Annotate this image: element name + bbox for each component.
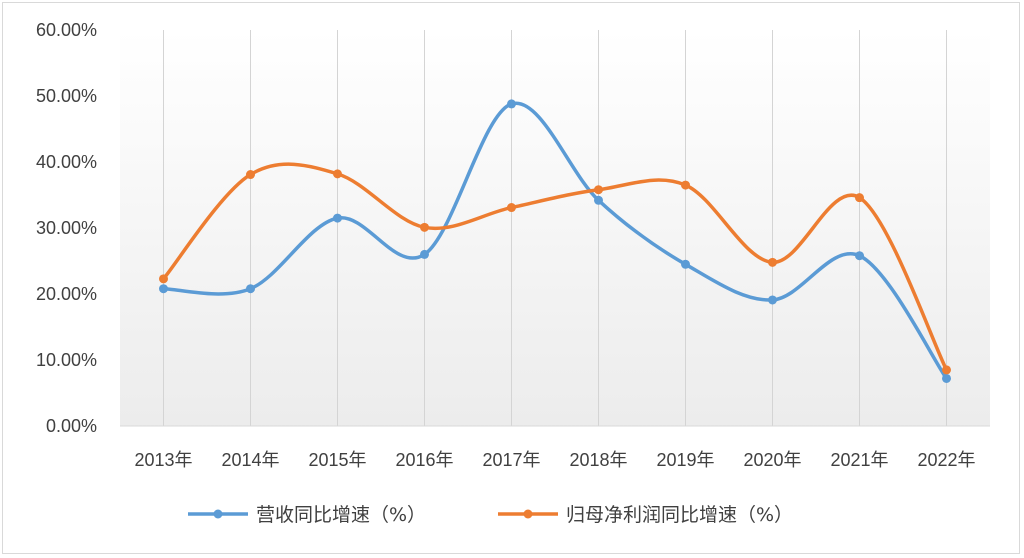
series-2-point [507, 203, 516, 213]
series-2-point [942, 365, 951, 375]
series-line-1 [161, 101, 949, 381]
series-1-point [768, 295, 777, 305]
series-line-2 [161, 162, 949, 372]
series-2-point [681, 180, 690, 190]
series-1-point [855, 251, 864, 261]
y-tick-label: 30.00% [36, 218, 97, 238]
legend-marker-1 [213, 509, 223, 519]
x-tick-label: 2015年 [308, 450, 366, 470]
series-1-point [420, 249, 429, 259]
series-2-point [333, 169, 342, 179]
series-2-point [768, 257, 777, 267]
series-1-point [507, 99, 516, 109]
x-tick-label: 2019年 [656, 450, 714, 470]
y-tick-label: 40.00% [36, 152, 97, 172]
series-2-point [420, 222, 429, 232]
y-tick-label: 10.00% [36, 350, 97, 370]
series-1-point [681, 259, 690, 269]
y-tick-label: 50.00% [36, 86, 97, 106]
series-2-point [855, 193, 864, 203]
x-tick-label: 2022年 [917, 450, 975, 470]
series-1-point [246, 284, 255, 294]
series-1-point [159, 284, 168, 294]
series-2-point [246, 170, 255, 180]
x-tick-label: 2013年 [134, 450, 192, 470]
x-tick-label: 2017年 [482, 450, 540, 470]
legend-label-1: 营收同比增速（%） [256, 504, 426, 526]
y-tick-label: 20.00% [36, 284, 97, 304]
legend-label-2: 归母净利润同比增速（%） [566, 504, 793, 526]
x-tick-label: 2021年 [830, 450, 888, 470]
x-tick-label: 2016年 [395, 450, 453, 470]
x-tick-label: 2020年 [743, 450, 801, 470]
series-1-point [942, 373, 951, 383]
series-2-point [159, 274, 168, 284]
legend-marker-2 [523, 509, 533, 519]
plot-area [120, 30, 990, 426]
series-2-point [594, 185, 603, 195]
y-tick-label: 60.00% [36, 20, 97, 40]
series-1-point [594, 195, 603, 205]
y-tick-label: 0.00% [46, 416, 97, 436]
x-tick-label: 2014年 [221, 450, 279, 470]
x-tick-label: 2018年 [569, 450, 627, 470]
series-1-point [333, 213, 342, 223]
